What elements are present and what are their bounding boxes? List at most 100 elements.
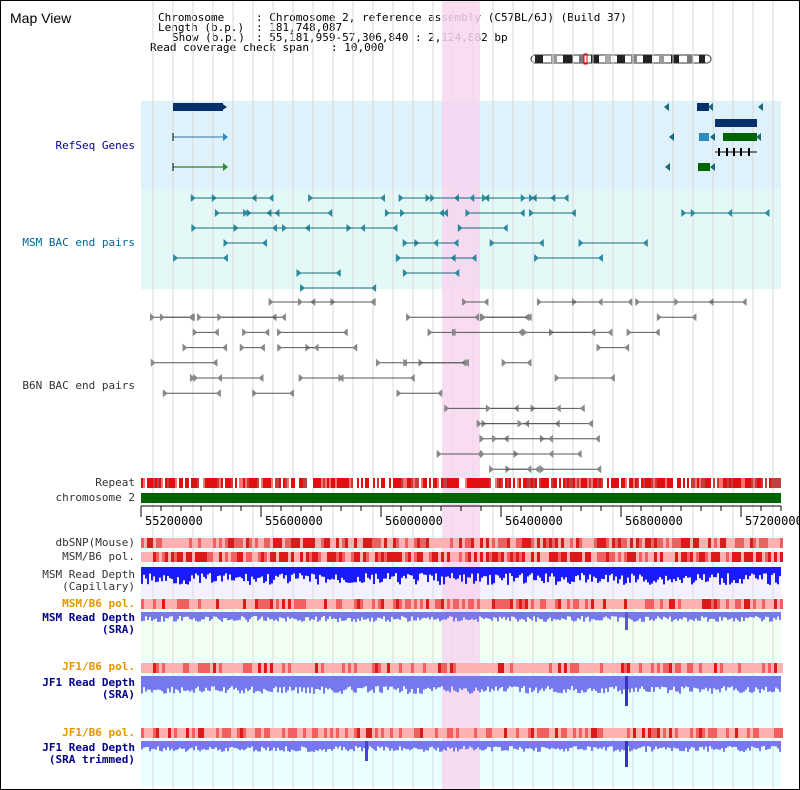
pol-cell: [318, 552, 321, 562]
label-chromosome[interactable]: chromosome 2: [55, 491, 135, 504]
depth-bar: [427, 676, 429, 688]
depth-bar: [471, 741, 473, 748]
label-msm-bac[interactable]: MSM BAC end pairs: [22, 236, 135, 249]
pol-cell: [483, 663, 486, 673]
depth-bar: [299, 741, 301, 751]
pol-cell: [564, 599, 567, 609]
pol-cell: [531, 728, 534, 738]
pol-cell: [597, 728, 600, 738]
pol-cell: [612, 663, 615, 673]
depth-bar: [729, 612, 731, 620]
pol-cell: [504, 599, 507, 609]
depth-bar: [345, 676, 347, 690]
repeat-segment: [713, 478, 715, 488]
bac-end: [162, 389, 168, 398]
label-jf1-b6-pol-1[interactable]: JF1/B6 pol.: [62, 660, 135, 673]
label-msm-b6-pol-1[interactable]: MSM/B6 pol.: [62, 550, 135, 563]
repeat-segment: [437, 478, 439, 488]
pol-cell: [543, 663, 546, 673]
pol-cell: [375, 599, 378, 609]
depth-bar: [171, 612, 173, 617]
repeat-segment: [633, 478, 635, 488]
chromosome-ideogram[interactable]: [529, 53, 715, 65]
depth-bar: [283, 741, 285, 752]
depth-bar: [401, 567, 403, 578]
depth-bar: [549, 676, 551, 690]
bac-end: [342, 328, 348, 337]
depth-bar: [243, 567, 245, 582]
label-jf1-depth-sra[interactable]: JF1 Read Depth: [42, 676, 135, 689]
label-repeat[interactable]: Repeat: [95, 476, 135, 489]
repeat-segment: [673, 478, 675, 488]
depth-bar: [167, 741, 169, 748]
depth-bar: [683, 612, 685, 618]
depth-bar: [431, 676, 433, 692]
bac-end: [213, 328, 219, 337]
depth-bar: [321, 676, 323, 687]
depth-bar: [349, 567, 351, 583]
repeat-segment: [771, 478, 773, 488]
dbsnp-cell: [411, 538, 414, 548]
bac-end: [555, 404, 561, 413]
depth-bar: [475, 567, 477, 582]
depth-bar: [511, 567, 513, 577]
depth-bar: [377, 567, 379, 579]
depth-bar: [285, 741, 287, 747]
label-b6n-bac[interactable]: B6N BAC end pairs: [22, 379, 135, 392]
repeat-segment: [725, 478, 727, 488]
depth-bar: [425, 567, 427, 575]
bac-end: [517, 419, 523, 428]
repeat-segment: [577, 478, 579, 488]
pol-cell: [219, 599, 222, 609]
depth-bar: [701, 567, 703, 580]
depth-bar: [483, 567, 485, 577]
depth-bar: [761, 741, 763, 747]
depth-bar: [151, 676, 153, 693]
bac-end: [406, 313, 412, 322]
dbsnp-cell: [447, 538, 450, 548]
pol-cell: [429, 663, 432, 673]
depth-bar: [229, 676, 231, 688]
depth-bar: [295, 676, 297, 688]
depth-bar: [187, 612, 189, 617]
depth-bar: [271, 676, 273, 692]
depth-bar: [645, 741, 647, 752]
repeat-segment: [385, 478, 387, 488]
label-dbsnp[interactable]: dbSNP(Mouse): [55, 536, 135, 549]
label-refseq-genes[interactable]: RefSeq Genes: [55, 139, 135, 152]
dbsnp-cell: [777, 538, 780, 548]
dbsnp-cell: [714, 538, 717, 548]
label-msm-depth-sra[interactable]: MSM Read Depth: [42, 611, 135, 624]
pol-cell: [675, 663, 678, 673]
depth-bar: [225, 612, 227, 619]
pol-cell: [339, 663, 342, 673]
pol-cell: [576, 552, 579, 562]
depth-bar: [235, 741, 237, 749]
pol-cell: [666, 663, 669, 673]
pol-cell: [186, 552, 189, 562]
pol-cell: [519, 663, 522, 673]
pol-cell: [291, 552, 294, 562]
pol-cell: [546, 728, 549, 738]
repeat-segment: [747, 478, 749, 488]
repeat-segment: [195, 478, 197, 488]
pol-cell: [195, 663, 198, 673]
depth-bar: [705, 612, 707, 618]
depth-bar: [537, 741, 539, 752]
depth-bar: [397, 676, 399, 689]
label-jf1-depth-trimmed[interactable]: JF1 Read Depth: [42, 741, 135, 754]
bac-end: [492, 434, 498, 443]
depth-bar: [257, 567, 259, 578]
label-msm-depth-capillary[interactable]: MSM Read Depth: [42, 568, 135, 581]
pol-cell: [621, 552, 624, 562]
depth-bar: [637, 676, 639, 692]
depth-bar: [545, 612, 547, 622]
label-msm-b6-pol-2[interactable]: MSM/B6 pol.: [62, 597, 135, 610]
depth-bar: [399, 676, 401, 693]
label-jf1-b6-pol-2[interactable]: JF1/B6 pol.: [62, 726, 135, 739]
depth-bar: [495, 612, 497, 618]
bac-end: [430, 194, 436, 202]
depth-bar: [195, 612, 197, 621]
depth-bar: [301, 676, 303, 692]
